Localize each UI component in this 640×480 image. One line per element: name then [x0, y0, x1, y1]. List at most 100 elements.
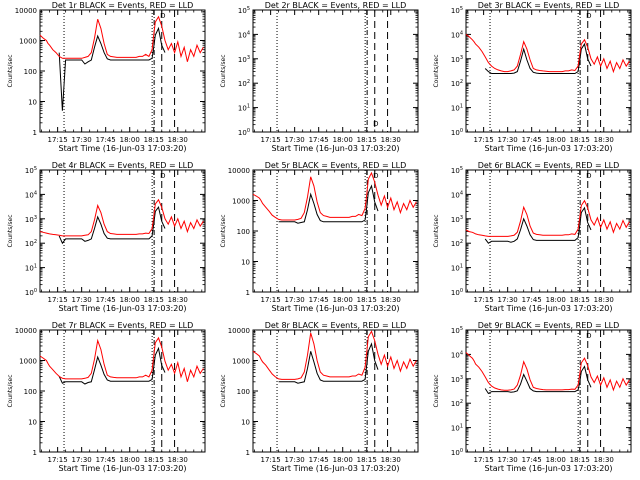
x-tick-label: 17:15 — [474, 456, 494, 464]
x-tick-label: 17:45 — [522, 136, 542, 144]
y-tick-label: 100 — [451, 448, 463, 457]
x-tick-label: 18:30 — [168, 456, 188, 464]
detector-panel-6: Det 6r BLACK = Events, RED = LLD 100 101 10… — [433, 161, 632, 313]
y-tick-label: 100 — [24, 388, 37, 396]
x-tick-label: 17:45 — [309, 456, 329, 464]
x-tick-label: 17:30 — [285, 456, 305, 464]
x-tick-label: 17:30 — [72, 136, 92, 144]
x-axis-label: Start Time (16-Jun-03 17:03:20) — [272, 144, 400, 153]
x-tick-label: 17:30 — [498, 136, 518, 144]
y-tick-label: 105 — [25, 166, 37, 175]
x-tick-label: 18:15 — [357, 136, 377, 144]
plot-frame — [39, 329, 206, 453]
events-series-line — [278, 342, 379, 384]
y-tick-label: 10 — [241, 419, 250, 427]
upper-annotation: D — [373, 172, 378, 180]
panel-title: Det 4r BLACK = Events, RED = LLD — [52, 161, 194, 170]
panel-title: Det 5r BLACK = Events, RED = LLD — [265, 161, 407, 170]
x-tick-label: 18:30 — [168, 136, 188, 144]
y-axis-label: Counts/sec — [7, 214, 14, 247]
x-tick-label: 17:15 — [48, 136, 68, 144]
x-tick-label: 18:00 — [120, 456, 140, 464]
y-tick-label: 104 — [451, 190, 463, 199]
x-tick-label: 18:00 — [333, 456, 353, 464]
y-axis-label: Counts/sec — [220, 214, 227, 247]
lld-series-line — [39, 15, 204, 62]
panel-title: Det 3r BLACK = Events, RED = LLD — [478, 1, 620, 10]
y-tick-label: 105 — [451, 6, 463, 15]
y-tick-label: 1 — [33, 449, 37, 457]
x-tick-label: 18:30 — [594, 136, 614, 144]
x-tick-label: 18:30 — [168, 296, 188, 304]
y-tick-label: 101 — [25, 264, 37, 273]
events-series-line — [58, 26, 166, 111]
y-tick-label: 101 — [451, 424, 463, 433]
lower-annotation: D — [373, 120, 378, 128]
y-tick-label: 103 — [238, 55, 250, 64]
y-tick-label: 104 — [451, 30, 463, 39]
y-tick-label: 1 — [246, 449, 250, 457]
y-tick-label: 101 — [238, 104, 250, 113]
panel-title: Det 2r BLACK = Events, RED = LLD — [265, 1, 407, 10]
x-axis-label: Start Time (16-Jun-03 17:03:20) — [272, 464, 400, 473]
x-tick-label: 17:30 — [285, 296, 305, 304]
plot-frame — [252, 329, 419, 453]
detector-panel-1: Det 1r BLACK = Events, RED = LLD 1 10 100 10… — [7, 1, 206, 153]
x-axis-label: Start Time (16-Jun-03 17:03:20) — [59, 144, 187, 153]
panel-title: Det 6r BLACK = Events, RED = LLD — [478, 161, 620, 170]
y-axis-label: Counts/sec — [220, 374, 227, 407]
y-tick-label: 10 — [28, 99, 37, 107]
y-tick-label: 100 — [237, 228, 250, 236]
x-tick-label: 18:15 — [144, 296, 164, 304]
upper-annotation: D — [586, 172, 591, 180]
lld-series-line — [252, 330, 417, 380]
y-axis-label: Counts/sec — [220, 54, 227, 87]
x-tick-label: 17:30 — [285, 136, 305, 144]
detector-panel-4: Det 4r BLACK = Events, RED = LLD 100 101 10… — [7, 161, 206, 313]
y-tick-label: 1000 — [19, 358, 37, 366]
x-tick-label: 17:45 — [96, 456, 116, 464]
upper-annotation: D — [160, 12, 165, 20]
plot-frame — [252, 9, 419, 133]
y-tick-label: 104 — [451, 350, 463, 359]
lld-series-line — [465, 199, 630, 237]
x-tick-label: 17:30 — [498, 296, 518, 304]
lld-series-line — [39, 198, 204, 237]
y-tick-label: 1000 — [232, 358, 250, 366]
y-tick-label: 102 — [451, 79, 463, 88]
upper-annotation: D — [586, 12, 591, 20]
y-axis-label: Counts/sec — [433, 54, 440, 87]
x-tick-label: 17:45 — [309, 136, 329, 144]
y-tick-label: 101 — [451, 264, 463, 273]
panel-title: Det 9r BLACK = Events, RED = LLD — [478, 321, 620, 330]
y-tick-label: 103 — [25, 215, 37, 224]
x-axis-label: Start Time (16-Jun-03 17:03:20) — [485, 144, 613, 153]
lld-series-line — [465, 34, 630, 74]
x-tick-label: 17:15 — [48, 456, 68, 464]
x-tick-label: 18:15 — [357, 456, 377, 464]
y-tick-label: 104 — [238, 30, 250, 39]
plot-frame — [252, 169, 419, 293]
y-tick-label: 101 — [451, 104, 463, 113]
detector-panel-2: Det 2r BLACK = Events, RED = LLD 100 101 10… — [220, 1, 419, 153]
panel-title: Det 1r BLACK = Events, RED = LLD — [52, 1, 194, 10]
detector-panel-7: Det 7r BLACK = Events, RED = LLD 1 10 100 10… — [7, 321, 206, 473]
detector-panel-3: Det 3r BLACK = Events, RED = LLD 100 101 10… — [433, 1, 632, 153]
x-tick-label: 18:15 — [570, 456, 590, 464]
x-tick-label: 18:00 — [546, 136, 566, 144]
x-axis-label: Start Time (16-Jun-03 17:03:20) — [59, 464, 187, 473]
x-tick-label: 18:30 — [594, 296, 614, 304]
x-tick-label: 17:15 — [261, 136, 281, 144]
y-tick-label: 10 — [28, 419, 37, 427]
lld-series-line — [465, 352, 630, 392]
y-tick-label: 1 — [33, 129, 37, 137]
x-tick-label: 17:15 — [474, 296, 494, 304]
x-tick-label: 18:15 — [144, 136, 164, 144]
lld-series-line — [39, 336, 204, 382]
y-tick-label: 100 — [237, 388, 250, 396]
x-tick-label: 18:15 — [357, 296, 377, 304]
x-tick-label: 18:15 — [570, 136, 590, 144]
x-tick-label: 17:45 — [309, 296, 329, 304]
detector-panel-5: Det 5r BLACK = Events, RED = LLD 1 10 100 10… — [220, 161, 419, 313]
x-tick-label: 17:45 — [96, 296, 116, 304]
